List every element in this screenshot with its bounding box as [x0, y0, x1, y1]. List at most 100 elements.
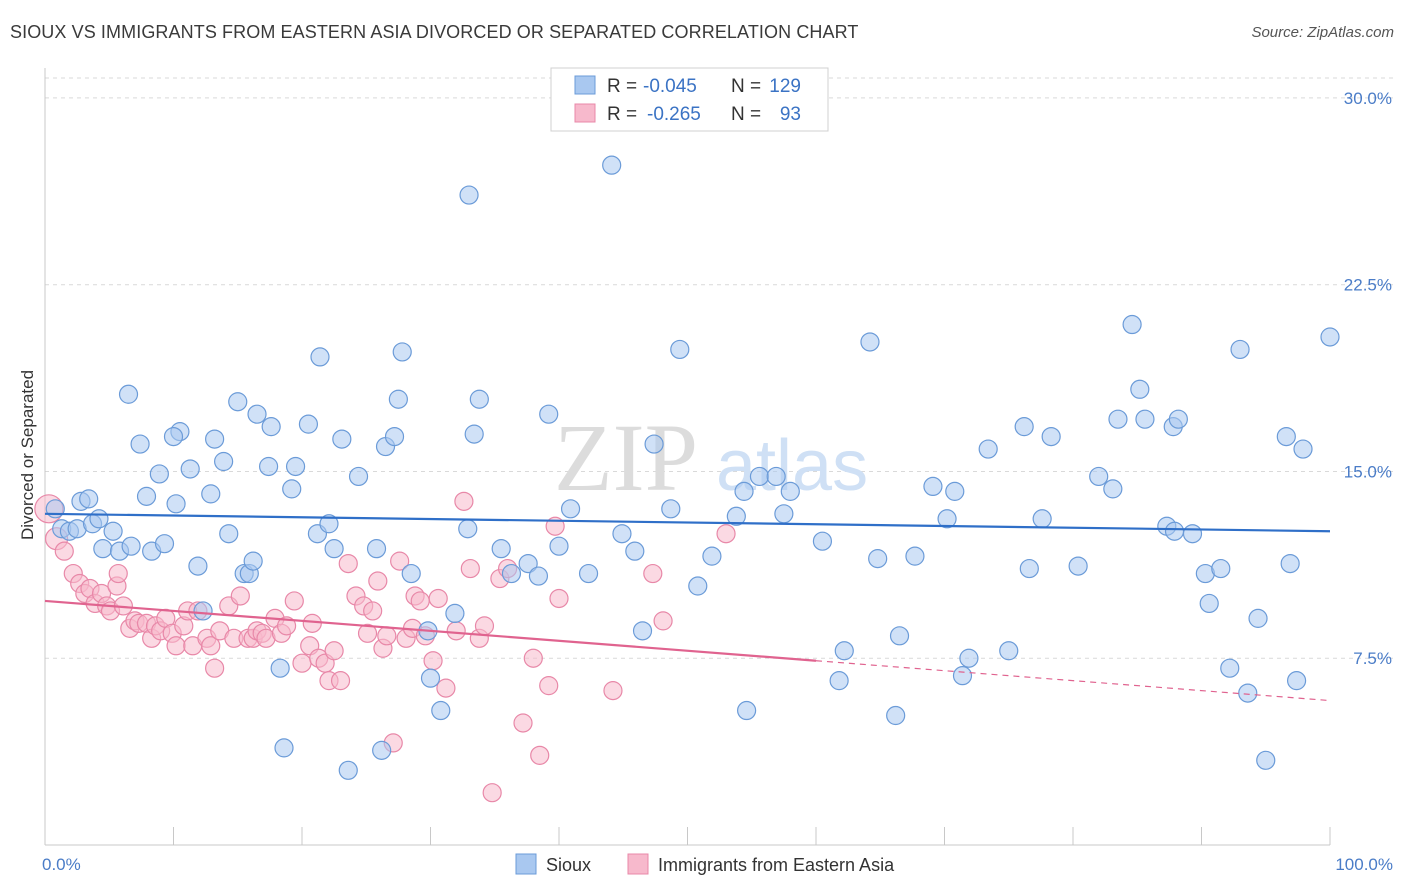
y-tick-label-0: 7.5%: [1353, 649, 1392, 668]
sioux-point-70: [602, 155, 622, 175]
legend-n-label-2: N =: [731, 104, 761, 125]
imm-point-61: [390, 551, 410, 571]
sioux-point-68: [560, 499, 581, 519]
sioux-point-58: [459, 185, 479, 205]
imm-trend-line-dashed: [815, 660, 1331, 702]
sioux-point-24: [201, 484, 221, 504]
sioux-point-16: [149, 464, 169, 484]
legend-r-label-1: R =: [607, 76, 637, 97]
sioux-point-73: [632, 621, 653, 641]
legend-box: [550, 67, 829, 132]
imm-point-79: [523, 648, 543, 668]
imm-point-12: [108, 563, 128, 584]
sioux-point-90: [868, 549, 888, 569]
sioux-point-123: [1248, 608, 1268, 628]
sioux-point-55: [420, 668, 441, 688]
sioux-point-27: [219, 524, 239, 544]
imm-point-71: [454, 491, 474, 511]
sioux-point-92: [889, 626, 910, 646]
sioux-point-32: [247, 404, 267, 424]
sioux-point-105: [1068, 556, 1088, 576]
sioux-point-41: [310, 347, 330, 367]
imm-point-75: [482, 783, 502, 803]
sioux-point-125: [1276, 426, 1296, 447]
sioux-point-86: [812, 531, 833, 551]
imm-point-85: [643, 563, 663, 584]
x-tick-label-1: 100.0%: [1335, 855, 1393, 874]
imm-point-80: [530, 745, 550, 765]
legend-swatch-immigrants: [574, 103, 596, 123]
sioux-point-42: [319, 514, 339, 534]
sioux-point-126: [1280, 554, 1300, 574]
imm-point-43: [284, 591, 304, 611]
x-tick-label-0: 0.0%: [42, 855, 81, 874]
sioux-point-22: [188, 556, 208, 576]
sioux-point-129: [1320, 327, 1340, 347]
legend-n-value-2: 93: [780, 104, 801, 125]
imm-point-51: [330, 671, 351, 691]
sioux-point-60: [469, 389, 489, 409]
sioux-point-74: [644, 434, 664, 454]
imm-point-57: [368, 571, 388, 591]
sioux-point-75: [661, 499, 681, 519]
sioux-point-26: [214, 451, 234, 472]
sioux-point-67: [549, 536, 569, 556]
imm-point-30: [205, 658, 225, 678]
imm-point-29: [201, 636, 221, 656]
imm-point-69: [436, 678, 456, 698]
sioux-point-48: [372, 740, 392, 760]
axes: [44, 68, 1331, 846]
sioux-point-83: [766, 466, 786, 487]
sioux-point-78: [702, 546, 722, 566]
chart-title: SIOUX VS IMMIGRANTS FROM EASTERN ASIA DI…: [10, 22, 859, 42]
imm-point-56: [363, 601, 383, 621]
sioux-point-116: [1182, 524, 1203, 544]
sioux-point-44: [332, 429, 352, 449]
sioux-point-98: [959, 648, 979, 668]
sioux-point-50: [384, 426, 405, 447]
sioux-point-99: [978, 439, 998, 459]
watermark-zip: ZIP: [554, 404, 698, 511]
sioux-point-119: [1211, 558, 1231, 579]
x-tick-labels: 0.0% 100.0%: [42, 855, 1393, 874]
y-tick-label-2: 22.5%: [1344, 276, 1392, 295]
sioux-point-111: [1135, 409, 1155, 429]
imm-point-83: [549, 588, 569, 609]
sioux-point-47: [366, 539, 387, 559]
sioux-point-85: [774, 504, 794, 524]
legend-r-label-2: R =: [607, 104, 637, 125]
sioux-point-65: [528, 566, 549, 586]
y-tick-label-1: 15.0%: [1344, 462, 1392, 481]
legend-r-value-2: -0.265: [647, 104, 701, 125]
sioux-point-122: [1238, 683, 1258, 703]
sioux-point-61: [458, 519, 478, 539]
sioux-point-80: [734, 481, 754, 501]
sioux-point-103: [1032, 509, 1052, 529]
sioux-point-76: [670, 339, 690, 360]
sioux-point-46: [348, 466, 369, 487]
sioux-point-100: [999, 641, 1019, 661]
legend-n-value-1: 129: [769, 76, 801, 97]
sioux-point-88: [834, 641, 854, 661]
sioux-point-13: [130, 434, 150, 454]
legend-swatch-sioux: [574, 75, 596, 95]
imm-point-34: [230, 586, 250, 606]
sioux-point-93: [905, 546, 925, 566]
sioux-point-106: [1089, 466, 1109, 487]
sioux-point-108: [1108, 409, 1128, 429]
imm-point-87: [716, 524, 736, 544]
y-axis-label: Divorced or Separated: [18, 370, 37, 540]
sioux-point-115: [1168, 409, 1188, 429]
sioux-point-69: [578, 563, 599, 584]
sioux-point-39: [298, 414, 319, 434]
imm-point-67: [423, 651, 443, 671]
bottom-legend-sioux: Sioux: [546, 855, 591, 875]
sioux-point-51: [392, 342, 412, 362]
imm-point-46: [302, 613, 322, 633]
sioux-point-18: [166, 494, 186, 514]
sioux-point-110: [1130, 379, 1150, 399]
sioux-point-114: [1164, 521, 1185, 541]
watermark: ZIP atlas: [554, 404, 868, 511]
sioux-point-101: [1014, 417, 1034, 437]
sioux-point-21: [180, 459, 200, 479]
